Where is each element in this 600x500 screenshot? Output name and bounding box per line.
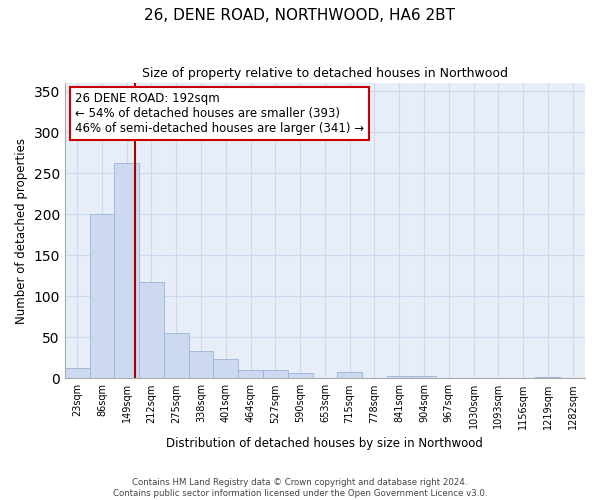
- Bar: [337, 372, 362, 378]
- Bar: [115, 164, 139, 378]
- Bar: [412, 376, 436, 378]
- Bar: [89, 214, 115, 378]
- X-axis label: Distribution of detached houses by size in Northwood: Distribution of detached houses by size …: [166, 437, 484, 450]
- Bar: [188, 351, 214, 378]
- Bar: [535, 376, 560, 378]
- Bar: [164, 333, 188, 378]
- Bar: [288, 374, 313, 378]
- Bar: [238, 370, 263, 378]
- Bar: [214, 358, 238, 378]
- Title: Size of property relative to detached houses in Northwood: Size of property relative to detached ho…: [142, 68, 508, 80]
- Bar: [263, 370, 288, 378]
- Text: Contains HM Land Registry data © Crown copyright and database right 2024.
Contai: Contains HM Land Registry data © Crown c…: [113, 478, 487, 498]
- Text: 26, DENE ROAD, NORTHWOOD, HA6 2BT: 26, DENE ROAD, NORTHWOOD, HA6 2BT: [145, 8, 455, 22]
- Y-axis label: Number of detached properties: Number of detached properties: [15, 138, 28, 324]
- Bar: [387, 376, 412, 378]
- Text: 26 DENE ROAD: 192sqm
← 54% of detached houses are smaller (393)
46% of semi-deta: 26 DENE ROAD: 192sqm ← 54% of detached h…: [75, 92, 364, 135]
- Bar: [65, 368, 89, 378]
- Bar: [139, 282, 164, 378]
